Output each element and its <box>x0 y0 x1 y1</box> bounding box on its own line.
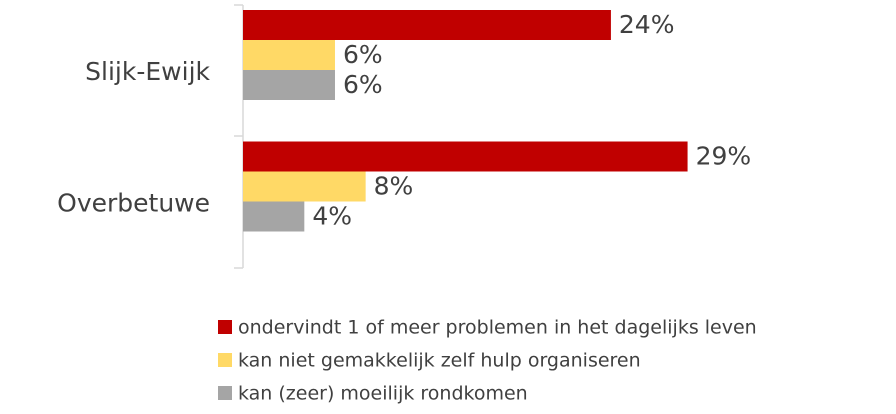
value-label: 6% <box>343 70 383 99</box>
bar <box>243 141 688 172</box>
bar <box>243 70 335 100</box>
legend-swatch <box>218 353 232 367</box>
legend-swatch <box>218 320 232 334</box>
value-label: 6% <box>343 40 383 69</box>
legend-label: kan (zeer) moeilijk rondkomen <box>238 383 528 405</box>
category-label: Overbetuwe <box>57 188 210 217</box>
bar <box>243 171 366 202</box>
value-label: 4% <box>312 202 352 231</box>
legend-swatch <box>218 386 232 400</box>
bar <box>243 10 611 40</box>
legend-label: ondervindt 1 of meer problemen in het da… <box>238 317 757 339</box>
value-label: 8% <box>374 172 414 201</box>
legend-label: kan niet gemakkelijk zelf hulp organiser… <box>238 350 641 372</box>
bar <box>243 40 335 70</box>
value-label: 24% <box>619 10 675 39</box>
bar <box>243 201 305 232</box>
value-label: 29% <box>696 142 752 171</box>
category-label: Slijk-Ewijk <box>85 57 210 86</box>
